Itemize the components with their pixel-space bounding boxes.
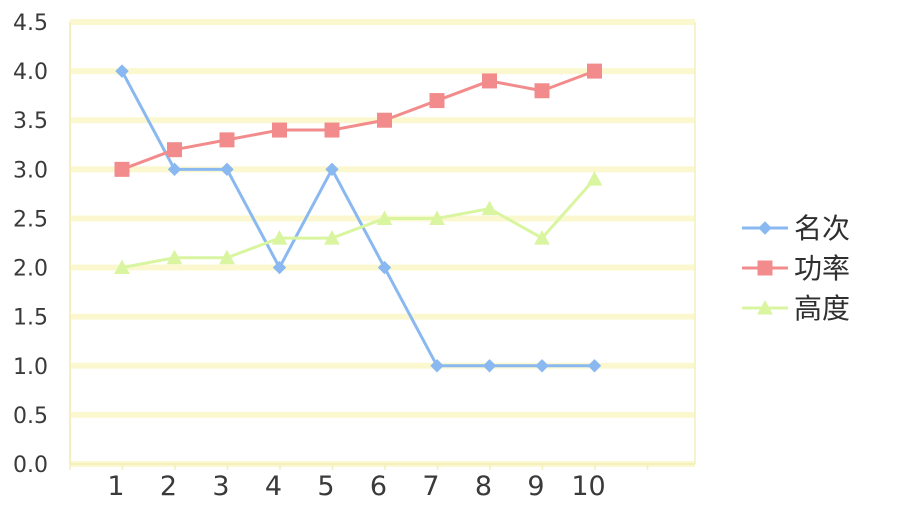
data-point <box>481 200 498 216</box>
series-line <box>120 177 596 270</box>
data-point <box>324 230 340 245</box>
y-tick-label: 4.0 <box>13 60 48 85</box>
data-point <box>587 359 602 373</box>
data-point <box>219 132 235 148</box>
y-tick-label: 4.5 <box>13 11 48 36</box>
series-line <box>120 69 596 171</box>
data-point <box>219 249 235 265</box>
legend-swatch-marker <box>758 221 772 235</box>
x-tick-label: 6 <box>370 471 387 502</box>
y-tick-label: 3.5 <box>13 109 48 134</box>
legend-label: 功率 <box>794 252 850 285</box>
data-point <box>272 122 287 138</box>
y-tick-label: 1.0 <box>13 355 48 380</box>
series-2 <box>114 63 602 177</box>
data-point <box>429 210 445 225</box>
data-point <box>535 359 549 373</box>
data-point <box>377 260 392 275</box>
data-point <box>114 259 130 275</box>
data-point <box>272 260 287 275</box>
legend-swatch-marker <box>757 260 773 276</box>
y-tick-labels: 0.0 0.5 1.0 1.5 2.0 2.5 3.0 3.5 4.0 4.5 <box>13 11 48 478</box>
data-point <box>324 122 340 138</box>
x-tick-label: 8 <box>475 471 492 502</box>
data-point <box>430 359 444 373</box>
legend-label: 名次 <box>794 212 850 245</box>
series-line <box>120 69 596 368</box>
x-tick-label: 1 <box>107 471 124 502</box>
x-tick-label: 4 <box>265 471 282 502</box>
x-tick-label: 7 <box>422 471 439 502</box>
data-point <box>167 142 182 158</box>
data-point <box>167 162 182 177</box>
legend-label: 高度 <box>794 292 850 325</box>
data-point <box>482 359 497 373</box>
legend-swatch-marker <box>757 299 773 315</box>
data-point <box>586 171 603 186</box>
x-tick-label: 3 <box>212 471 229 502</box>
data-point <box>220 162 234 177</box>
x-tick-label: 10 <box>571 471 605 502</box>
grid-lines <box>70 19 695 467</box>
data-point <box>376 210 393 225</box>
y-tick-label: 0.0 <box>13 453 48 478</box>
series-1 <box>115 64 602 373</box>
data-point <box>166 249 183 265</box>
legend-item-1: 名次 <box>742 212 850 245</box>
x-tick-labels: 1 2 3 4 5 6 7 8 9 10 <box>107 471 605 502</box>
y-tick-label: 2.0 <box>13 257 48 282</box>
series-3 <box>114 171 603 275</box>
y-tick-label: 1.5 <box>13 306 48 331</box>
data-point <box>429 93 445 109</box>
data-point <box>534 230 550 245</box>
y-tick-label: 0.5 <box>13 404 48 429</box>
data-point <box>271 230 288 245</box>
x-tick-label: 5 <box>317 471 334 502</box>
y-tick-label: 3.0 <box>13 158 48 183</box>
data-point <box>587 63 602 79</box>
data-point <box>325 162 339 177</box>
data-point <box>115 64 129 78</box>
data-point <box>114 161 130 177</box>
x-tick-label: 9 <box>527 471 544 502</box>
legend-item-3: 高度 <box>742 292 850 325</box>
data-point <box>482 73 497 89</box>
x-tick-label: 2 <box>160 471 177 502</box>
axes <box>69 22 696 470</box>
data-point <box>377 112 392 128</box>
y-tick-label: 2.5 <box>13 207 48 232</box>
data-point <box>534 83 550 99</box>
legend-item-2: 功率 <box>742 252 850 285</box>
